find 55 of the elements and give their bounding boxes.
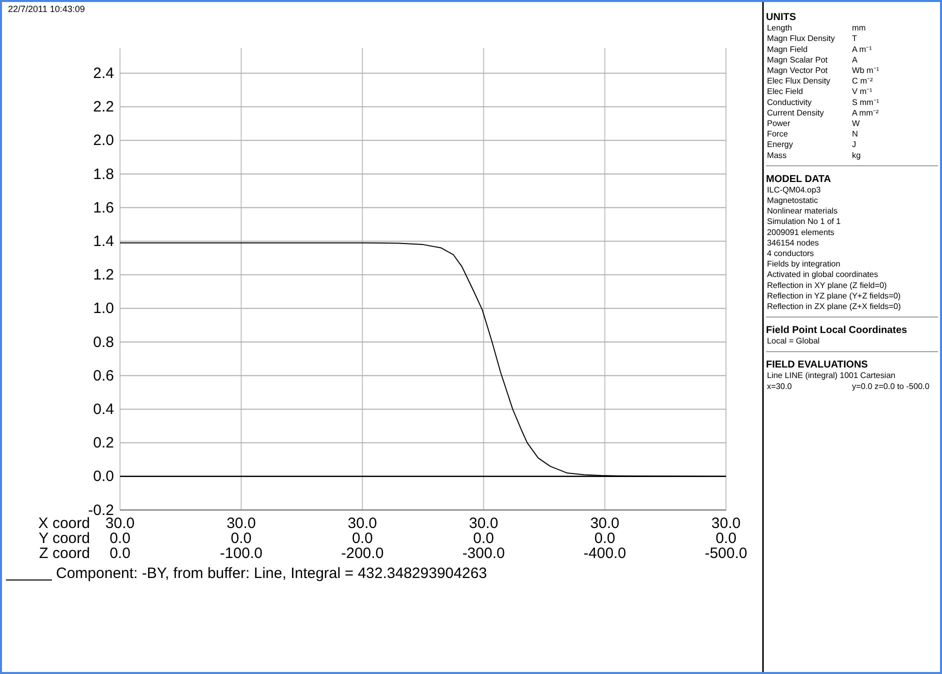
text: Simulation No 1 of 1 <box>767 217 842 226</box>
text: Magn Flux Density T <box>767 34 858 44</box>
y-tick-label: 2.2 <box>93 98 114 116</box>
text: x=30.0 y=0.0 z=0.0 to -500.0 <box>767 382 930 391</box>
text: UNITS <box>766 12 796 23</box>
text: FIELD EVALUATIONS <box>766 360 868 371</box>
text: Activated in global coordinates <box>767 270 878 280</box>
y-tick-label: 0.4 <box>93 401 114 418</box>
text: Reflection in XY plane (Z field=0) <box>767 280 888 290</box>
text: Reflection in YZ plane (Y+Z fields=0) <box>767 291 901 300</box>
y-tick-label: 0.8 <box>93 334 114 351</box>
text: Energy J <box>767 140 856 150</box>
x-tick-label: -300.0 <box>462 545 505 562</box>
text: Mass kg <box>767 150 861 160</box>
y-tick-label: 1.2 <box>93 266 114 284</box>
y-tick-label: 0.2 <box>93 434 114 452</box>
text: Fields by integration <box>767 260 841 269</box>
y-tick-label: 1.0 <box>93 300 114 318</box>
y-tick-label: 1.4 <box>93 233 114 250</box>
text: Force N <box>767 130 858 139</box>
text: Line LINE (integral) 1001 Cartesian <box>767 371 896 380</box>
x-tick-label: -500.0 <box>704 545 748 562</box>
text: Power W <box>767 119 860 128</box>
text: Elec Field V m⁻¹ <box>767 87 872 96</box>
text: Local = Global <box>767 336 820 346</box>
text: MODEL DATA <box>766 174 831 185</box>
text: Length mm <box>767 24 866 33</box>
legend-label: Component: -BY, from buffer: Line, Integral = 432.348293904263 <box>56 565 488 582</box>
y-tick-label: 0.6 <box>93 367 114 384</box>
y-tick-label: 1.6 <box>93 199 114 216</box>
text: 346154 nodes <box>767 238 819 248</box>
text: Nonlinear materials <box>767 206 838 216</box>
x-tick-label: -100.0 <box>220 545 262 562</box>
y-tick-label: 2.4 <box>93 65 114 82</box>
text: Magn Field A m⁻¹ <box>767 44 872 54</box>
x-tick-label: 0.0 <box>110 545 130 562</box>
text: Field Point Local Coordinates <box>766 325 908 336</box>
y-tick-label: 0.0 <box>93 468 114 486</box>
text: 4 conductors <box>767 249 814 258</box>
text: 0.0 0.0 0.0 0.0 0.0 0.0 <box>110 530 736 547</box>
y-tick-label: 1.8 <box>93 166 114 183</box>
text: Reflection in ZX plane (Z+X fields=0) <box>767 302 902 311</box>
text: 2009091 elements <box>767 228 834 237</box>
x-tick-label: -400.0 <box>584 545 626 562</box>
x-tick-label: -200.0 <box>341 545 384 562</box>
y-tick-label: 2.0 <box>93 132 114 150</box>
text: Magnetostatic <box>767 196 818 205</box>
text: 22/7/2011 10:43:09 <box>8 4 85 14</box>
text: Magn Scalar Pot A <box>767 55 858 64</box>
text: Current Density A mm⁻² <box>767 108 879 118</box>
text: Elec Flux Density C m⁻² <box>767 76 873 86</box>
x-axis-title: X coord Y coord Z coord <box>38 515 90 562</box>
text: ILC-QM04.op3 <box>767 185 822 194</box>
text: Conductivity S mm⁻¹ <box>767 98 880 107</box>
text: Magn Vector Pot Wb m⁻¹ <box>767 66 880 75</box>
